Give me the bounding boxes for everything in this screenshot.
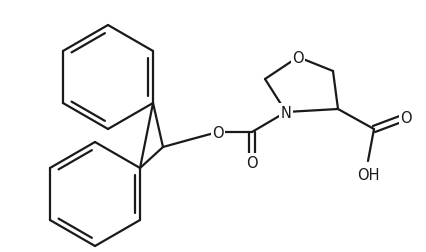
Text: O: O [212,125,224,140]
Text: O: O [292,50,304,65]
Text: O: O [400,110,412,125]
Text: OH: OH [357,168,379,183]
Text: N: N [281,105,291,120]
Text: O: O [246,155,258,170]
